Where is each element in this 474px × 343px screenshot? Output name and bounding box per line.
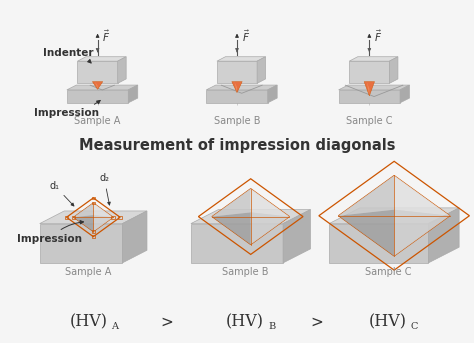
Polygon shape [67, 85, 138, 90]
Text: Sample B: Sample B [214, 116, 260, 126]
Text: Indenter: Indenter [43, 48, 94, 63]
Polygon shape [365, 82, 374, 93]
Bar [111, 216, 115, 218]
Polygon shape [93, 82, 102, 86]
Polygon shape [92, 82, 103, 89]
Polygon shape [329, 208, 459, 224]
Text: Sample C: Sample C [346, 116, 392, 126]
Polygon shape [390, 57, 398, 83]
Polygon shape [329, 224, 428, 263]
Polygon shape [338, 210, 394, 256]
Text: Sample C: Sample C [365, 268, 411, 277]
Polygon shape [394, 175, 450, 216]
Polygon shape [235, 82, 239, 89]
Polygon shape [268, 85, 277, 103]
Polygon shape [428, 208, 459, 263]
Polygon shape [212, 189, 251, 216]
Text: B: B [268, 322, 275, 331]
Text: (HV): (HV) [369, 313, 407, 330]
Polygon shape [338, 175, 394, 216]
Polygon shape [233, 82, 241, 89]
Polygon shape [235, 82, 237, 93]
Text: $\vec{F}$: $\vec{F}$ [374, 28, 382, 44]
Polygon shape [232, 82, 242, 93]
Text: (HV): (HV) [69, 313, 108, 330]
Text: C: C [410, 322, 418, 331]
Bar [72, 216, 75, 218]
Polygon shape [206, 85, 277, 90]
Polygon shape [251, 189, 290, 216]
Polygon shape [349, 61, 390, 83]
Polygon shape [77, 61, 118, 83]
Text: >: > [310, 314, 323, 329]
Polygon shape [191, 224, 283, 263]
Polygon shape [257, 57, 265, 83]
Polygon shape [73, 203, 93, 217]
Polygon shape [206, 90, 268, 103]
Polygon shape [93, 215, 113, 232]
Text: Impression: Impression [34, 100, 100, 118]
Text: >: > [160, 314, 173, 329]
Text: d₂: d₂ [99, 174, 110, 205]
Text: $\vec{F}$: $\vec{F}$ [102, 28, 110, 44]
Text: (HV): (HV) [226, 313, 264, 330]
Text: Measurement of impression diagonals: Measurement of impression diagonals [79, 138, 395, 153]
Polygon shape [400, 85, 410, 103]
Polygon shape [394, 210, 450, 256]
Polygon shape [122, 211, 147, 263]
Bar [91, 202, 95, 204]
Polygon shape [77, 57, 126, 61]
Text: Impression: Impression [17, 221, 83, 244]
Polygon shape [217, 61, 257, 83]
Polygon shape [73, 215, 93, 232]
Bar [91, 230, 95, 233]
Polygon shape [217, 57, 265, 61]
Polygon shape [212, 212, 251, 245]
Polygon shape [191, 210, 310, 224]
Polygon shape [128, 85, 138, 103]
Polygon shape [251, 212, 290, 245]
Polygon shape [364, 82, 374, 96]
Text: Sample A: Sample A [65, 268, 111, 277]
Polygon shape [118, 57, 126, 83]
Polygon shape [40, 224, 122, 263]
Bar [91, 235, 95, 238]
Polygon shape [40, 211, 147, 224]
Text: A: A [111, 322, 118, 331]
Polygon shape [338, 90, 400, 103]
Polygon shape [67, 90, 128, 103]
Text: d₁: d₁ [50, 180, 74, 206]
Polygon shape [283, 210, 310, 263]
Polygon shape [95, 82, 100, 86]
Polygon shape [338, 85, 410, 90]
Text: $\vec{F}$: $\vec{F}$ [242, 28, 250, 44]
Text: Sample A: Sample A [74, 116, 121, 126]
Polygon shape [349, 57, 398, 61]
Bar [118, 216, 122, 218]
Text: Sample B: Sample B [222, 268, 268, 277]
Bar [65, 216, 68, 218]
Polygon shape [367, 82, 372, 93]
Polygon shape [93, 203, 113, 217]
Polygon shape [95, 82, 98, 89]
Polygon shape [367, 82, 369, 96]
Bar [91, 197, 95, 199]
